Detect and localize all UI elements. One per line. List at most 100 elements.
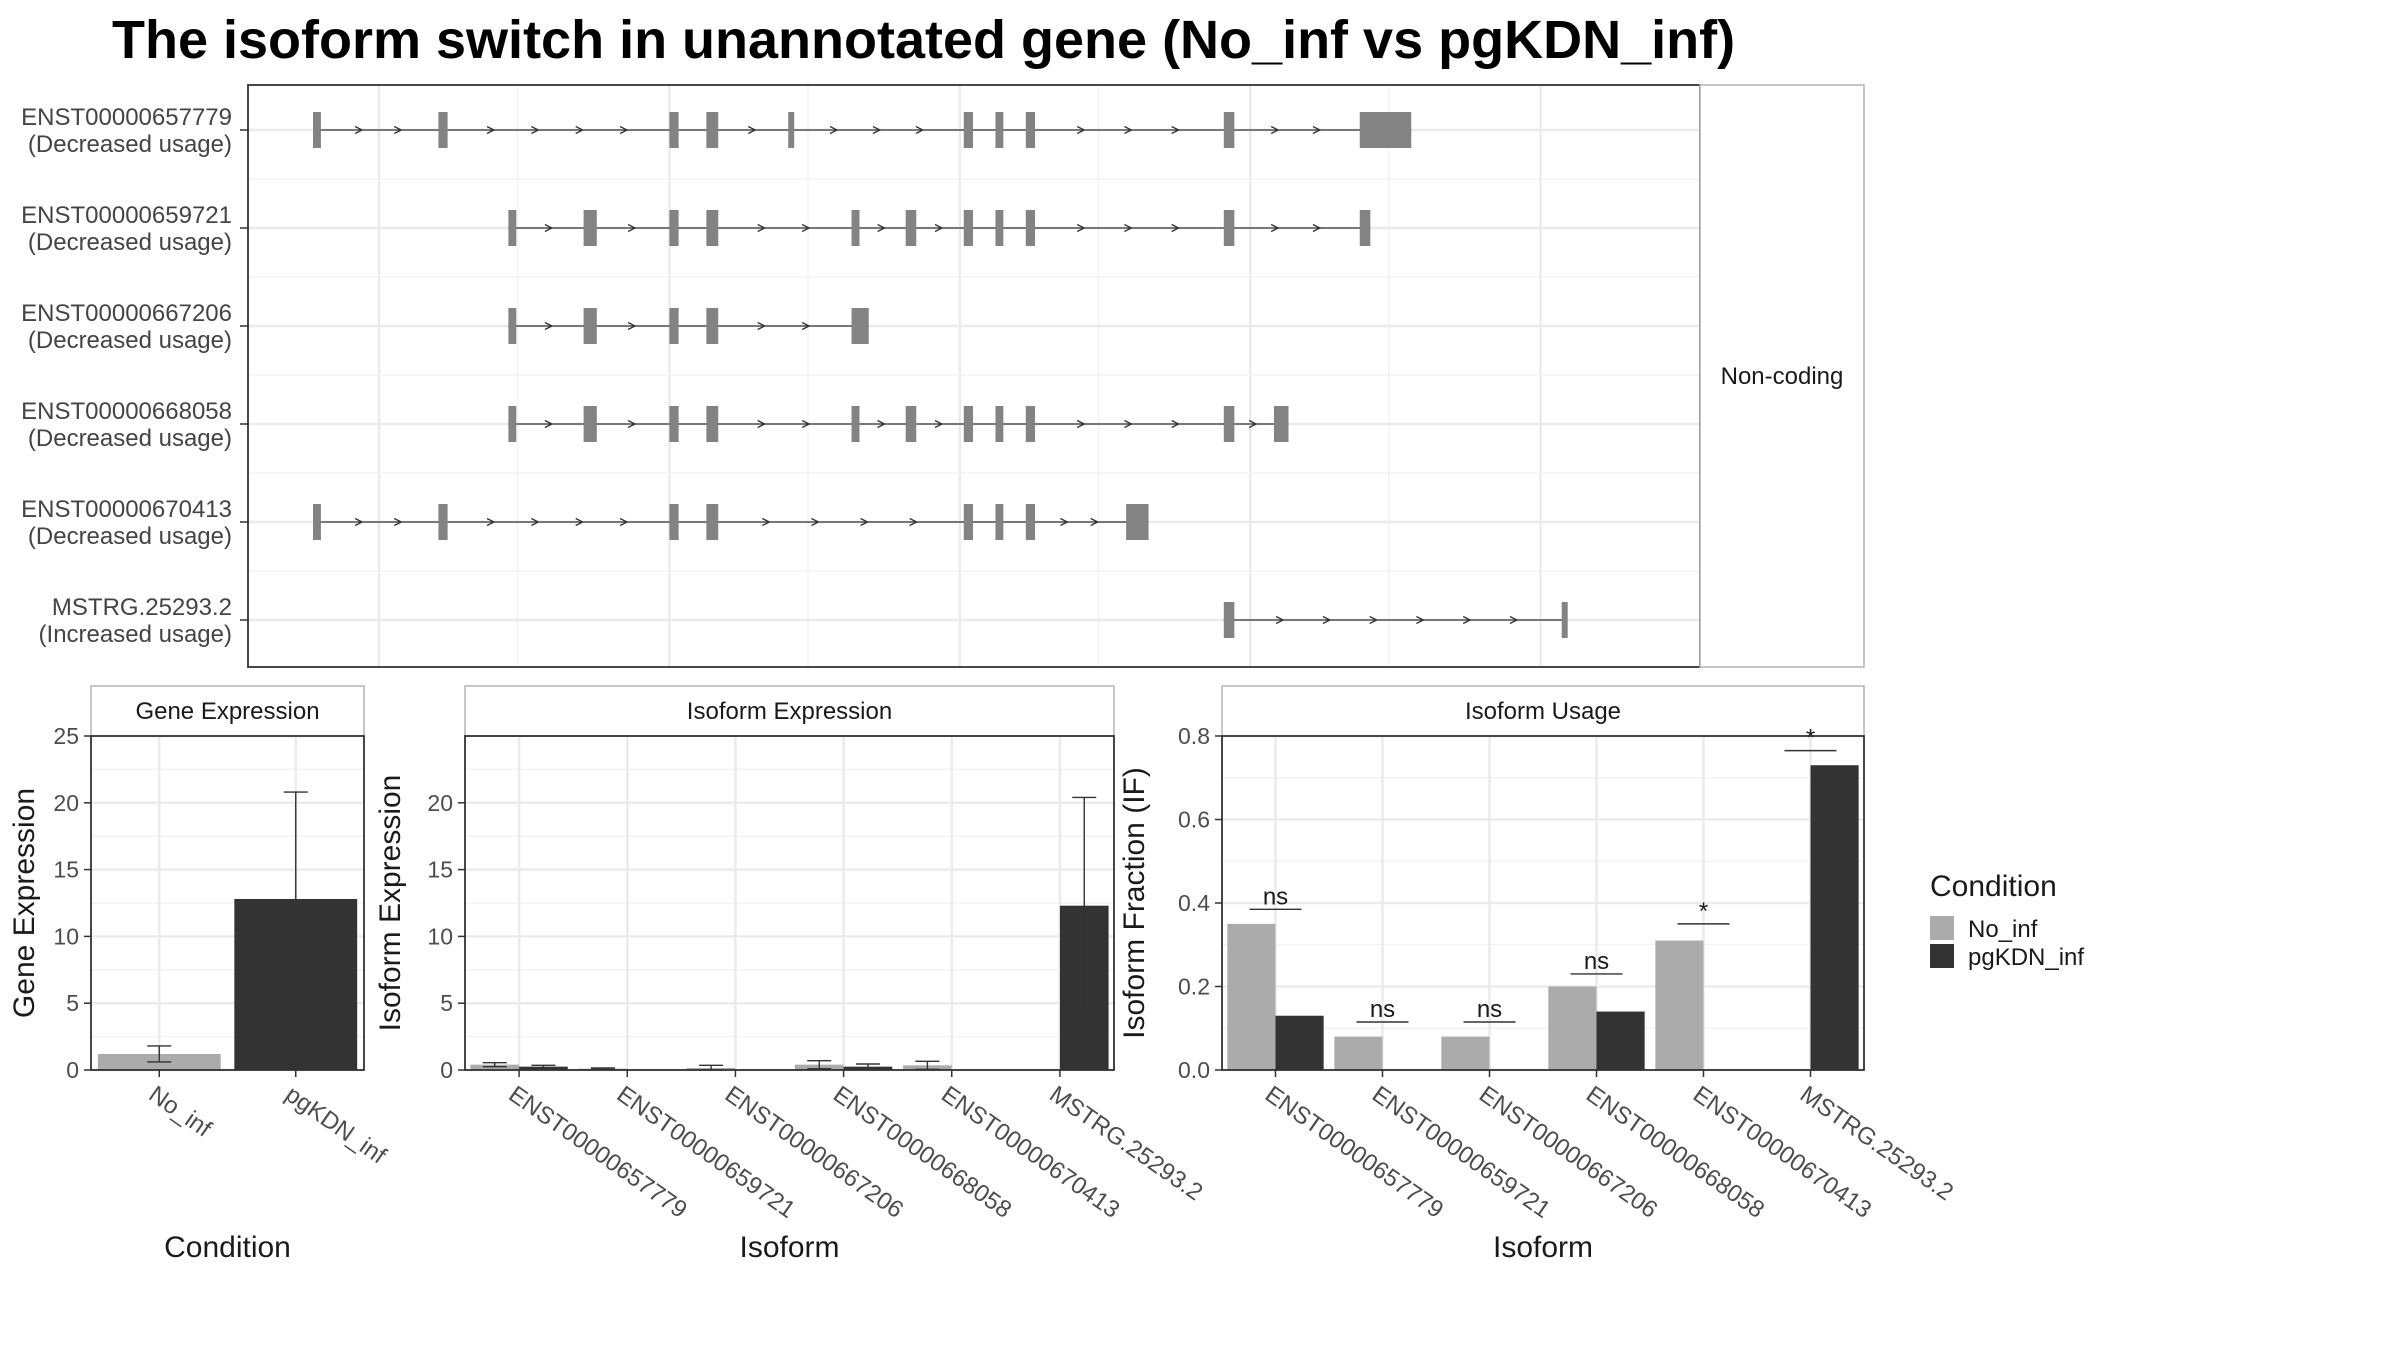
gene-expression-panel: Gene Expression 0 5 10 15 20 25 No_inf pgKDN_inf… xyxy=(8,685,391,1264)
strand-arrow xyxy=(801,321,811,331)
strand-arrow xyxy=(575,517,585,527)
bar xyxy=(1655,940,1704,1070)
legend: Condition No_inf pgKDN_inf xyxy=(1930,870,2084,971)
strand-arrow xyxy=(747,125,757,135)
exon xyxy=(669,504,679,540)
exon xyxy=(1025,210,1036,246)
y-axis-title: Isoform Expression xyxy=(374,775,407,1032)
exon xyxy=(508,406,517,442)
transcript-label: MSTRG.25293.2 xyxy=(52,594,232,621)
strand-arrow xyxy=(1322,615,1332,625)
exon xyxy=(508,308,517,344)
x-tick-label: ENST00000667206 xyxy=(1474,1081,1662,1224)
exon xyxy=(583,308,597,344)
transcript-label: ENST00000657779 xyxy=(21,104,232,131)
exon xyxy=(438,504,448,540)
y-axis-title: Gene Expression xyxy=(8,788,41,1018)
x-tick-label: ENST00000659721 xyxy=(612,1081,800,1224)
exon xyxy=(905,210,917,246)
exon xyxy=(1025,406,1036,442)
y-tick-label: 10 xyxy=(427,923,453,949)
strand-arrow xyxy=(915,125,925,135)
exon xyxy=(1223,602,1235,638)
legend-label-pgkdn-inf: pgKDN_inf xyxy=(1968,944,2084,971)
y-tick-label: 25 xyxy=(53,723,79,749)
exon xyxy=(1025,504,1036,540)
y-tick-label: 15 xyxy=(427,857,453,883)
y-tick-label: 0.8 xyxy=(1178,723,1210,749)
exon xyxy=(1223,406,1235,442)
bar xyxy=(1810,765,1859,1070)
strand-arrow xyxy=(627,321,637,331)
bars xyxy=(470,796,1109,1071)
exon xyxy=(438,112,448,148)
bar xyxy=(1596,1011,1645,1070)
exon xyxy=(706,406,719,442)
transcript-usage-label: (Decreased usage) xyxy=(28,523,232,550)
bar xyxy=(1548,986,1597,1070)
strand-arrow xyxy=(531,517,540,527)
x-tick-label: No_inf xyxy=(144,1081,217,1143)
x-tick-label: ENST00000667206 xyxy=(720,1081,908,1224)
exon xyxy=(706,112,719,148)
significance-label: * xyxy=(1806,725,1815,752)
strand-arrow xyxy=(1312,223,1322,233)
y-tick-label: 15 xyxy=(53,857,79,883)
exon xyxy=(583,210,597,246)
y-axis-title: Isoform Fraction (IF) xyxy=(1118,767,1151,1039)
strand-arrow xyxy=(354,517,364,527)
strand-arrow xyxy=(354,125,364,135)
strand-arrow xyxy=(531,125,540,135)
exon xyxy=(995,112,1004,148)
strand-arrow xyxy=(801,223,811,233)
exon xyxy=(583,406,597,442)
exon xyxy=(1561,602,1568,638)
strand-arrow xyxy=(627,223,637,233)
strand-arrow xyxy=(544,321,554,331)
bar xyxy=(1334,1036,1383,1070)
x-tick-label: ENST00000670413 xyxy=(936,1081,1124,1224)
exon xyxy=(1359,210,1371,246)
strand-arrow xyxy=(544,419,554,429)
exon xyxy=(963,112,973,148)
strand-arrow xyxy=(486,517,496,527)
strand-arrow xyxy=(544,223,554,233)
exon xyxy=(1359,112,1412,148)
strand-arrow xyxy=(1171,125,1181,135)
significance-label: ns xyxy=(1370,996,1395,1023)
strand-arrow xyxy=(1076,125,1086,135)
significance-label: * xyxy=(1699,898,1708,925)
strand-arrow xyxy=(762,517,771,527)
exon xyxy=(995,210,1004,246)
bars xyxy=(97,791,358,1070)
panel-border xyxy=(464,735,1115,1071)
transcript-label: ENST00000670413 xyxy=(21,496,232,523)
y-tick-label: 0.6 xyxy=(1178,807,1210,833)
exon xyxy=(963,504,973,540)
facet-strip-label: Gene Expression xyxy=(135,698,319,725)
facet-strip-label: Isoform Expression xyxy=(687,698,892,725)
significance-label: ns xyxy=(1477,996,1502,1023)
isoform-usage-panel: Isoform Usage 0.0 0.2 0.4 0.6 0.8 ns ns ns ns * * EN… xyxy=(1118,685,1958,1264)
strand-arrow xyxy=(1060,517,1069,527)
exon xyxy=(1126,504,1149,540)
y-tick-label: 5 xyxy=(66,990,79,1016)
exon xyxy=(313,112,321,148)
strand-arrow xyxy=(1462,615,1472,625)
exon xyxy=(313,504,321,540)
exon xyxy=(1025,112,1036,148)
strand-arrow xyxy=(1248,419,1258,429)
y-tick-label: 0.4 xyxy=(1178,890,1210,916)
transcript-label: ENST00000667206 xyxy=(21,300,232,327)
x-tick-label: ENST00000659721 xyxy=(1367,1081,1555,1224)
legend-label-no-inf: No_inf xyxy=(1968,916,2038,943)
exon xyxy=(905,406,917,442)
panel-border xyxy=(90,735,365,1071)
strand-arrow xyxy=(1270,223,1280,233)
strand-arrow xyxy=(627,419,637,429)
bars xyxy=(1227,765,1859,1070)
x-axis-title: Isoform xyxy=(739,1231,839,1264)
exon xyxy=(851,308,869,344)
exon xyxy=(706,504,719,540)
y-tick-label: 0.2 xyxy=(1178,974,1210,1000)
